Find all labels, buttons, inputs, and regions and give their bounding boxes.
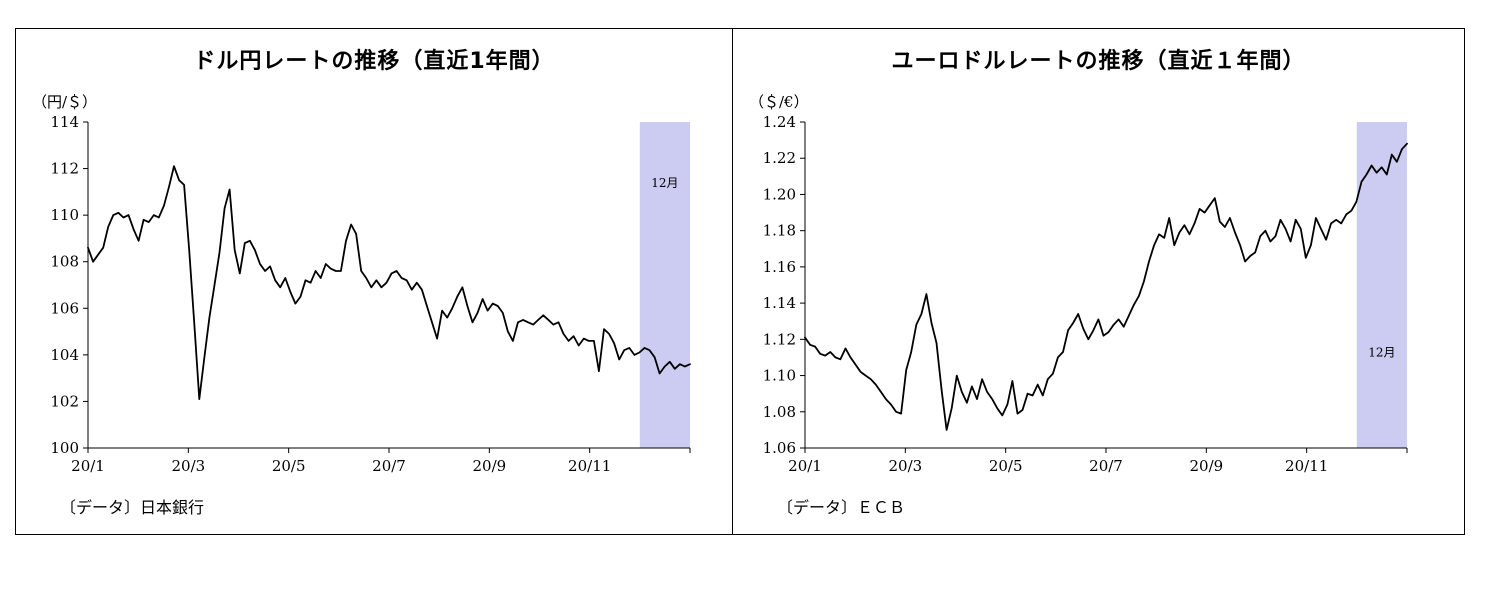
y-tick-label: 1.08 [763,403,796,421]
y-tick-label: 110 [50,206,79,224]
x-tick-label: 20/7 [1089,457,1123,475]
y-tick-label: 1.12 [763,330,796,348]
x-tick-label: 20/5 [989,457,1023,475]
y-tick-label: 1.24 [763,114,796,131]
x-tick-label: 20/3 [171,457,205,475]
x-tick-label: 20/5 [272,457,306,475]
y-tick-label: 102 [50,392,79,410]
eurusd-unit-label: （＄/€） [749,93,809,111]
y-tick-label: 106 [50,299,79,317]
x-tick-label: 20/3 [888,457,922,475]
y-tick-label: 1.06 [763,439,796,457]
y-tick-label: 114 [50,114,79,131]
rate-line [87,165,691,401]
y-tick-label: 100 [50,439,79,457]
eurusd-source-note: 〔データ〕ＥＣＢ [777,498,906,517]
x-tick-label: 20/9 [472,457,506,475]
x-tick-label: 20/1 [788,457,822,475]
usdjpy-chart: 100 102 104 106 108 110 112 114 20/1 20/3 20/5 20/7… [50,114,691,475]
x-tick-label: 20/11 [1285,457,1328,475]
x-tick-label: 20/1 [71,457,105,475]
december-highlight-band [639,122,690,448]
usdjpy-chart-panel: ドル円レートの推移（直近1年間） （円/＄） 100 102 104 106 108 11… [15,28,733,535]
x-tick-label: 20/11 [568,457,611,475]
eurusd-chart: 1.06 1.08 1.10 1.12 1.14 1.16 1.18 1.20 1.22 1.24… [763,114,1408,475]
y-tick-label: 108 [50,253,79,271]
eurusd-chart-panel: ユーロドルレートの推移（直近１年間） （＄/€） 1.06 1.08 1.10 1.1… [733,28,1465,535]
y-tick-label: 112 [50,160,79,178]
y-tick-label: 1.18 [763,222,796,240]
y-tick-label: 1.16 [763,258,796,276]
december-highlight-band [1356,122,1407,448]
usdjpy-chart-title: ドル円レートの推移（直近1年間） [193,49,555,74]
y-tick-label: 1.10 [763,367,796,385]
y-tick-label: 104 [50,346,79,364]
band-label: 12月 [1368,346,1395,360]
x-tick-label: 20/9 [1189,457,1223,475]
usdjpy-source-note: 〔データ〕日本銀行 [60,498,205,517]
chart-panels-row: ドル円レートの推移（直近1年間） （円/＄） 100 102 104 106 108 11… [15,28,1500,535]
y-tick-label: 1.20 [763,185,796,203]
y-tick-label: 1.14 [763,294,796,312]
y-tick-label: 1.22 [763,149,796,167]
x-tick-label: 20/7 [372,457,406,475]
rate-line [804,142,1408,431]
eurusd-chart-title: ユーロドルレートの推移（直近１年間） [891,49,1306,74]
band-label: 12月 [651,176,678,190]
usdjpy-unit-label: （円/＄） [32,93,98,111]
